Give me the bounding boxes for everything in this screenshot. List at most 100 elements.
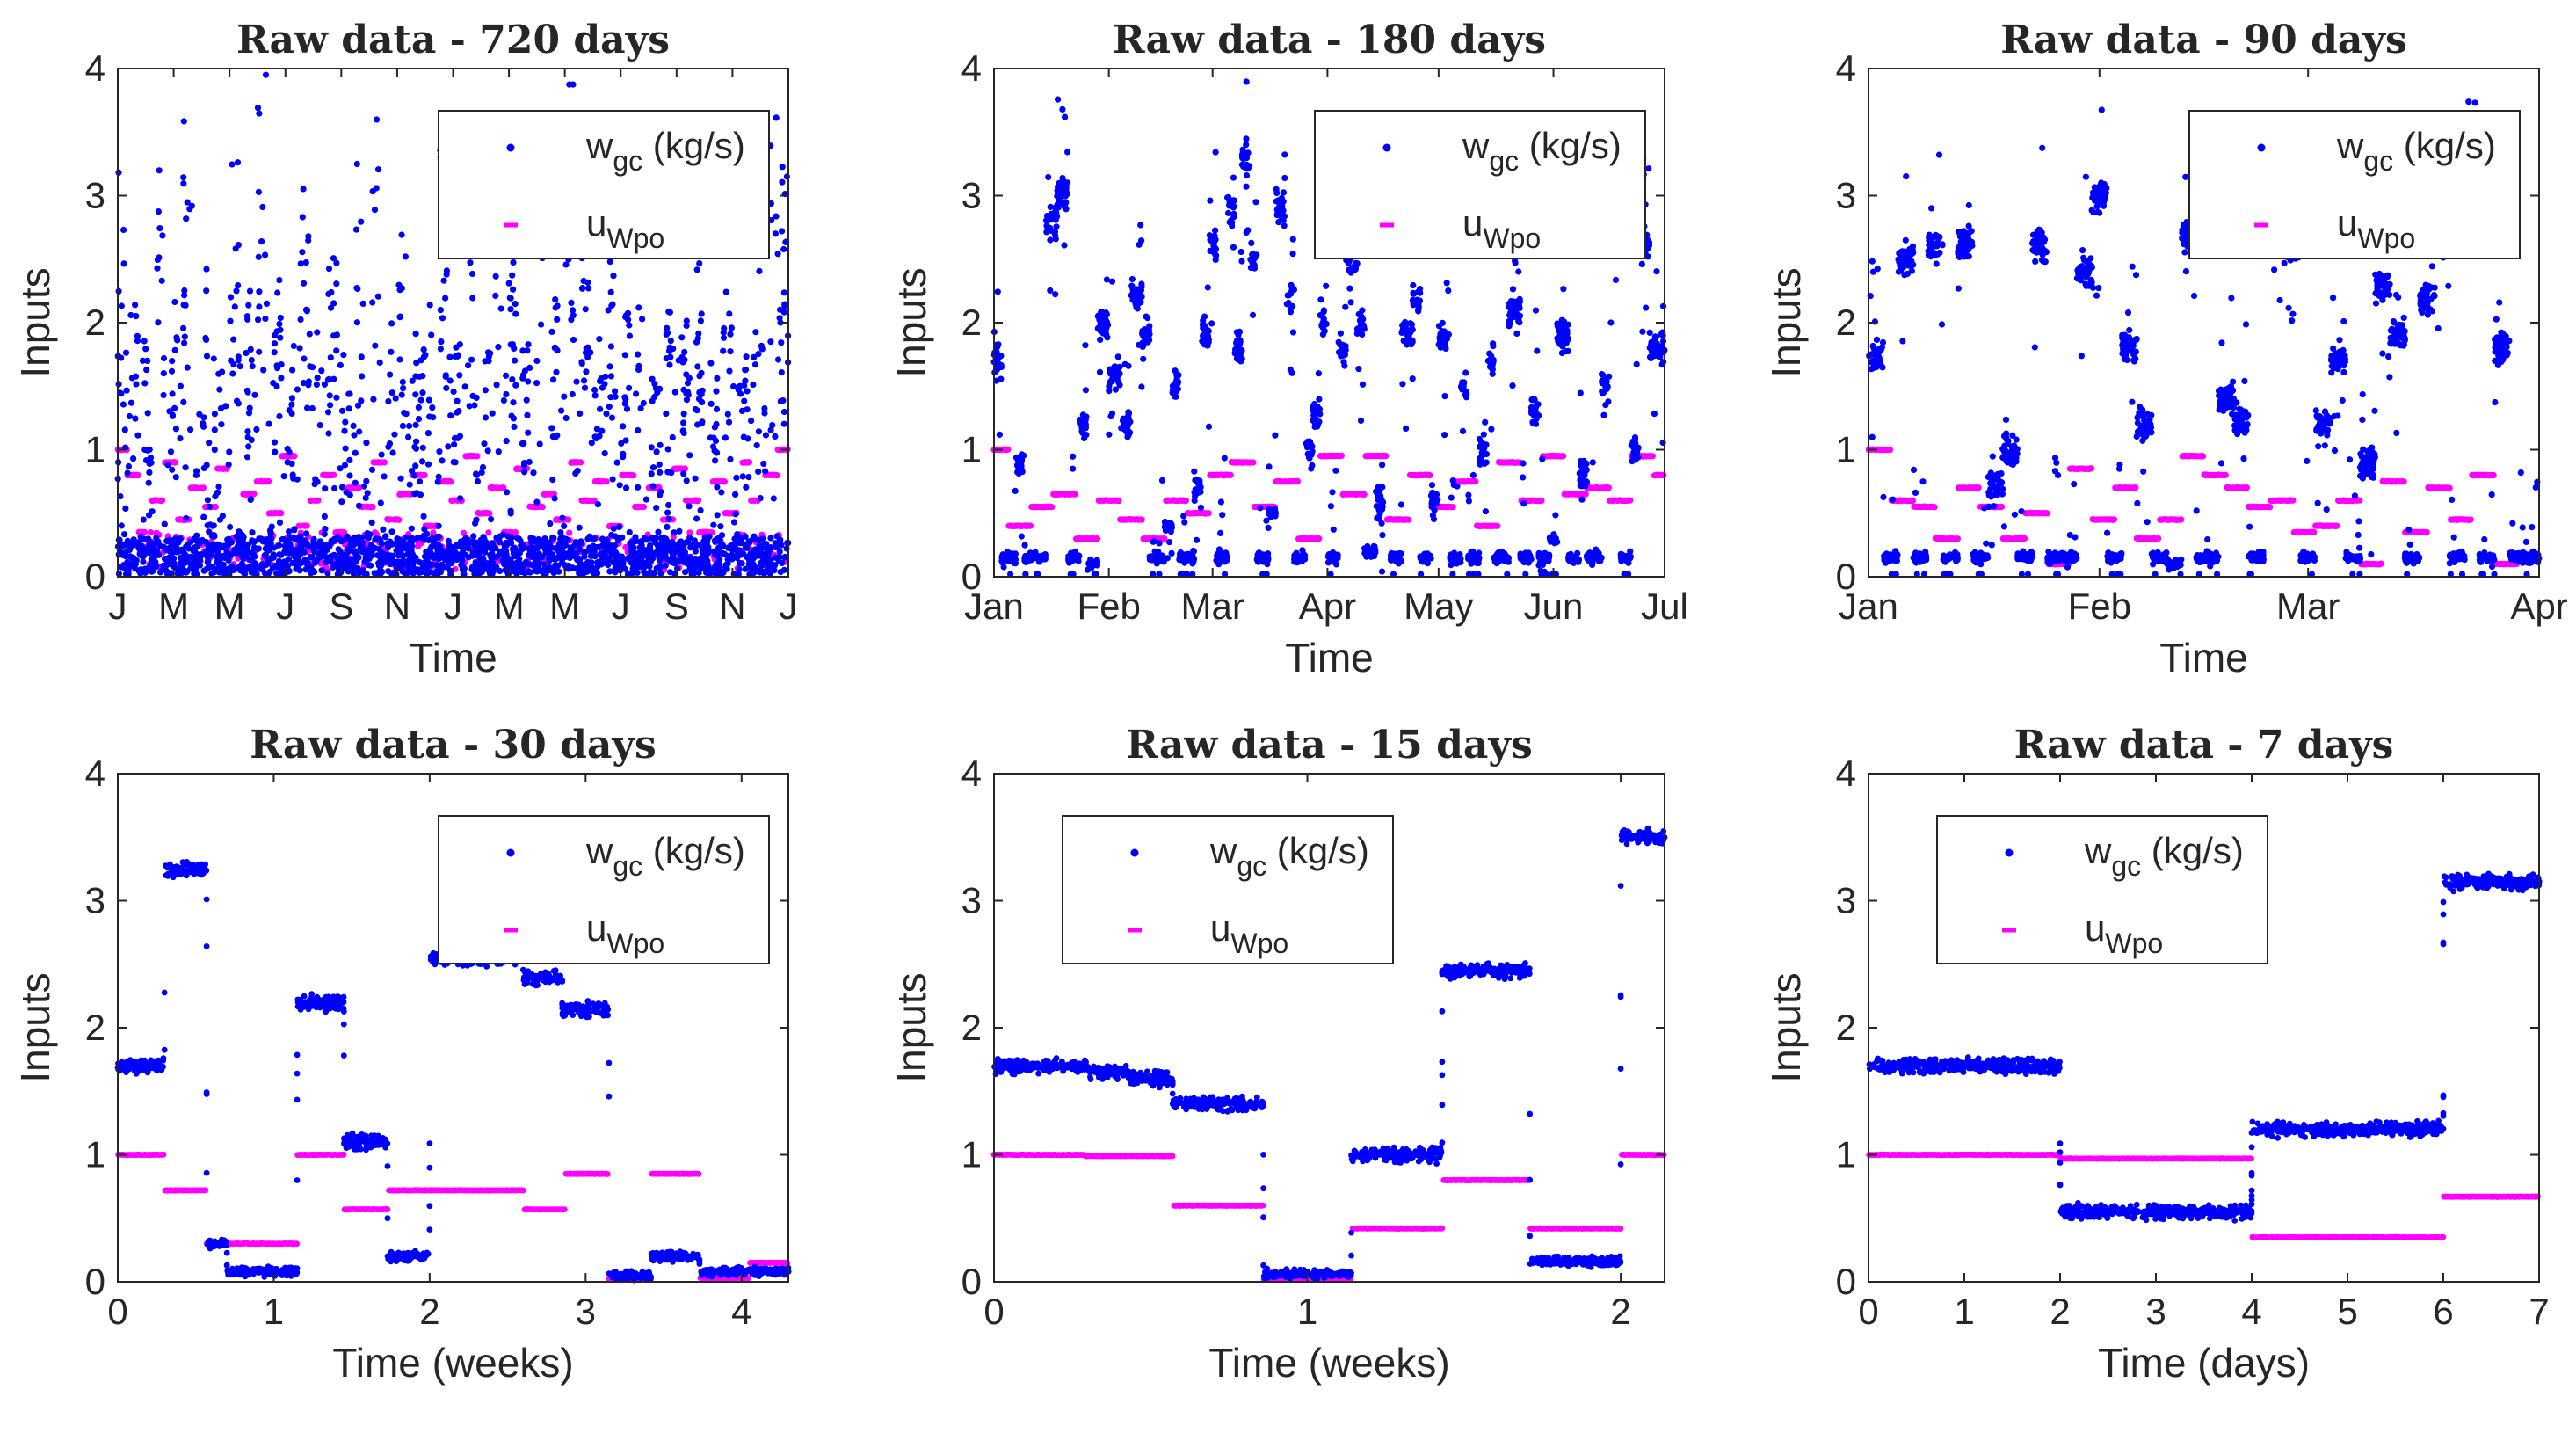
wgc-point (164, 462, 171, 469)
wgc-point (355, 502, 363, 509)
wgc-point (314, 329, 321, 336)
wgc-point (777, 569, 784, 576)
wgc-point (288, 410, 295, 417)
wgc-point (340, 559, 347, 566)
wgc-point (501, 559, 509, 566)
wgc-point (1204, 284, 1211, 291)
wgc-point (1323, 282, 1330, 289)
wgc-point (751, 361, 759, 368)
wgc-point (125, 462, 133, 470)
wgc-point (471, 541, 478, 549)
wgc-point (664, 509, 671, 516)
wgc-point (276, 412, 283, 420)
wgc-point (255, 253, 262, 260)
wgc-point (501, 542, 508, 549)
wgc-point (776, 315, 783, 322)
wgc-point (348, 562, 355, 569)
wgc-point (657, 469, 664, 476)
wgc-point (161, 555, 169, 563)
wgc-point (1103, 276, 1110, 283)
wgc-point (576, 524, 583, 531)
wgc-point (289, 367, 296, 374)
wgc-point (1281, 222, 1288, 229)
uwpo-point (381, 459, 388, 466)
wgc-point (139, 542, 146, 549)
wgc-point (416, 558, 423, 566)
wgc-point (346, 472, 353, 479)
wgc-point (1221, 455, 1228, 462)
wgc-point (639, 316, 646, 323)
wgc-point (499, 531, 507, 538)
wgc-point (121, 426, 128, 433)
wgc-point (418, 458, 426, 465)
wgc-point (695, 569, 702, 577)
wgc-point (459, 562, 466, 569)
wgc-point (436, 447, 443, 455)
wgc-point (290, 342, 297, 350)
wgc-point (725, 418, 733, 426)
wgc-point (607, 373, 615, 380)
wgc-point (780, 309, 787, 316)
wgc-point (1633, 360, 1640, 367)
wgc-point (655, 528, 662, 535)
wgc-point (1012, 487, 1019, 495)
wgc-point (493, 535, 500, 542)
wgc-point (578, 285, 586, 292)
wgc-point (655, 546, 662, 553)
wgc-point (751, 547, 758, 554)
wgc-point (714, 484, 721, 491)
wgc-point (573, 549, 580, 557)
wgc-point (468, 270, 476, 278)
wgc-point (565, 565, 572, 572)
wgc-point (1243, 183, 1250, 190)
x-tick-label: M (494, 586, 525, 627)
uwpo-point (670, 534, 677, 541)
wgc-point (333, 331, 340, 338)
wgc-point (318, 567, 325, 574)
wgc-point (172, 474, 179, 481)
wgc-point (653, 448, 660, 455)
wgc-point (388, 348, 395, 355)
wgc-point (235, 242, 242, 249)
wgc-point (181, 287, 188, 295)
wgc-point (503, 372, 510, 379)
wgc-point (664, 329, 671, 337)
wgc-point (612, 549, 620, 557)
wgc-point (429, 404, 436, 411)
wgc-point (256, 303, 263, 310)
wgc-point (693, 266, 700, 273)
wgc-point (203, 353, 211, 360)
wgc-point (377, 537, 384, 544)
uwpo-point (395, 516, 403, 523)
wgc-point (306, 331, 313, 338)
wgc-point (756, 267, 763, 274)
wgc-point (778, 339, 785, 346)
wgc-point (551, 345, 558, 352)
wgc-point (205, 554, 212, 562)
x-tick-label: J (780, 586, 798, 627)
wgc-point (510, 550, 518, 557)
wgc-point (533, 380, 541, 387)
wgc-point (230, 336, 237, 343)
wgc-point (513, 559, 520, 566)
wgc-point (568, 316, 575, 324)
wgc-point (256, 348, 263, 355)
wgc-point (727, 348, 734, 355)
wgc-point (635, 426, 642, 434)
uwpo-point (171, 459, 179, 466)
wgc-point (412, 445, 420, 452)
wgc-point (510, 567, 517, 575)
wgc-point (352, 479, 359, 486)
wgc-point (294, 386, 301, 393)
wgc-point (437, 346, 444, 353)
wgc-point (603, 411, 610, 418)
wgc-point (256, 110, 263, 117)
wgc-point (541, 535, 548, 542)
wgc-point (156, 167, 163, 174)
wgc-point (210, 355, 217, 362)
wgc-point (245, 410, 253, 417)
wgc-point (1462, 369, 1469, 376)
wgc-point (420, 346, 427, 353)
